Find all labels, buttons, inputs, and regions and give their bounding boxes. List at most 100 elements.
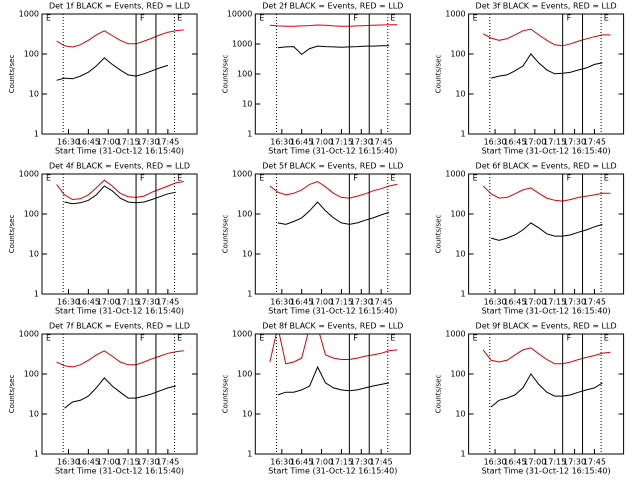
- panel-title: Det 8f BLACK = Events, RED = LLD: [262, 322, 403, 331]
- y-tick-label: 1: [34, 290, 39, 299]
- x-tick-label: 16:30: [270, 298, 293, 307]
- y-axis-label: Counts/sec: [8, 215, 16, 254]
- marker-label: E: [390, 14, 395, 23]
- y-tick-label: 100: [237, 70, 252, 79]
- panel: Det 8f BLACK = Events, RED = LLD Start Ti…: [221, 322, 411, 476]
- marker-label: F: [567, 14, 572, 23]
- x-tick-label: 16:30: [270, 458, 293, 467]
- marker-label: E: [177, 14, 182, 23]
- y-tick-label: 100: [24, 210, 39, 219]
- x-tick-label: 17:15: [543, 298, 566, 307]
- x-axis-label: Start Time (31-Oct-12 16:15:40): [482, 307, 611, 316]
- plot-frame: [254, 173, 411, 295]
- marker-label: E: [473, 14, 478, 23]
- x-tick-label: 17:45: [370, 298, 393, 307]
- panel: Det 6f BLACK = Events, RED = LLD Start Ti…: [435, 162, 625, 316]
- x-tick-label: 16:30: [484, 298, 507, 307]
- y-axis-label: Counts/sec: [435, 375, 443, 414]
- x-tick-label: 16:45: [503, 138, 526, 147]
- x-tick-label: 16:45: [77, 298, 100, 307]
- y-tick-label: 1: [461, 130, 466, 139]
- marker-label: E: [46, 174, 51, 183]
- x-tick-label: 16:30: [484, 458, 507, 467]
- x-tick-label: 17:15: [330, 298, 353, 307]
- y-tick-label: 100: [237, 210, 252, 219]
- panel-title: Det 4f BLACK = Events, RED = LLD: [49, 162, 190, 171]
- x-tick-label: 17:00: [523, 458, 546, 467]
- panel-title: Det 6f BLACK = Events, RED = LLD: [476, 162, 617, 171]
- y-tick-label: 10000: [227, 10, 252, 19]
- panel: Det 1f BLACK = Events, RED = LLD Start Ti…: [8, 2, 198, 156]
- x-axis-label: Start Time (31-Oct-12 16:15:40): [268, 467, 397, 476]
- marker-label: F: [567, 334, 572, 343]
- plot-area: [269, 334, 398, 396]
- y-tick-label: 1: [247, 290, 252, 299]
- plot-area: [482, 28, 611, 79]
- x-tick-label: 17:30: [136, 298, 159, 307]
- x-tick-label: 17:45: [583, 298, 606, 307]
- y-tick-label: 1000: [19, 10, 39, 19]
- panel: Det 2f BLACK = Events, RED = LLD Start Ti…: [221, 2, 411, 156]
- x-tick-label: 17:45: [156, 298, 179, 307]
- y-tick-label: 1000: [445, 330, 465, 339]
- panel: Det 5f BLACK = Events, RED = LLD Start Ti…: [221, 162, 411, 316]
- y-tick-label: 10: [455, 410, 465, 419]
- marker-label: E: [46, 334, 51, 343]
- series-line: [269, 334, 398, 365]
- y-tick-label: 100: [24, 50, 39, 59]
- x-tick-label: 16:45: [290, 298, 313, 307]
- y-tick-label: 10: [29, 90, 39, 99]
- x-tick-label: 17:45: [370, 458, 393, 467]
- x-axis-label: Start Time (31-Oct-12 16:15:40): [55, 307, 184, 316]
- x-axis-label: Start Time (31-Oct-12 16:15:40): [482, 467, 611, 476]
- y-tick-label: 100: [450, 50, 465, 59]
- x-tick-label: 17:45: [583, 138, 606, 147]
- x-tick-label: 16:45: [290, 138, 313, 147]
- series-line: [490, 373, 603, 408]
- y-tick-label: 10: [455, 90, 465, 99]
- x-tick-label: 16:30: [57, 298, 80, 307]
- y-tick-label: 100: [24, 370, 39, 379]
- y-axis-label: Counts/sec: [221, 375, 229, 414]
- marker-label: F: [140, 334, 145, 343]
- x-axis-label: Start Time (31-Oct-12 16:15:40): [268, 307, 397, 316]
- y-tick-label: 1000: [445, 10, 465, 19]
- plot-frame: [41, 173, 198, 295]
- x-tick-label: 17:15: [117, 458, 140, 467]
- series-line: [277, 45, 390, 56]
- panel-title: Det 5f BLACK = Events, RED = LLD: [262, 162, 403, 171]
- marker-label: F: [353, 334, 358, 343]
- series-line: [490, 53, 603, 79]
- series-line: [490, 222, 603, 241]
- plot-area: [56, 29, 184, 81]
- marker-label: E: [259, 14, 264, 23]
- y-tick-label: 1: [247, 450, 252, 459]
- x-tick-label: 17:00: [523, 138, 546, 147]
- y-tick-label: 1: [34, 450, 39, 459]
- marker-label: E: [46, 14, 51, 23]
- x-tick-label: 17:30: [136, 458, 159, 467]
- y-tick-label: 1000: [19, 170, 39, 179]
- panel-title: Det 9f BLACK = Events, RED = LLD: [476, 322, 617, 331]
- x-tick-label: 16:45: [77, 458, 100, 467]
- panel-title: Det 7f BLACK = Events, RED = LLD: [49, 322, 190, 331]
- x-tick-label: 17:45: [156, 138, 179, 147]
- x-tick-label: 17:00: [97, 138, 120, 147]
- x-tick-label: 17:45: [370, 138, 393, 147]
- panel-title: Det 2f BLACK = Events, RED = LLD: [262, 2, 403, 11]
- x-axis-label: Start Time (31-Oct-12 16:15:40): [55, 147, 184, 156]
- y-tick-label: 1: [34, 130, 39, 139]
- y-tick-label: 100: [237, 370, 252, 379]
- plot-area: [269, 180, 398, 225]
- plot-area: [482, 347, 611, 408]
- x-tick-label: 17:45: [156, 458, 179, 467]
- y-tick-label: 10: [242, 100, 252, 109]
- series-line: [482, 28, 611, 47]
- plot-frame: [468, 333, 625, 455]
- x-tick-label: 17:30: [563, 458, 586, 467]
- x-tick-label: 17:00: [523, 298, 546, 307]
- x-axis-label: Start Time (31-Oct-12 16:15:40): [482, 147, 611, 156]
- y-tick-label: 10: [29, 410, 39, 419]
- x-tick-label: 17:15: [543, 458, 566, 467]
